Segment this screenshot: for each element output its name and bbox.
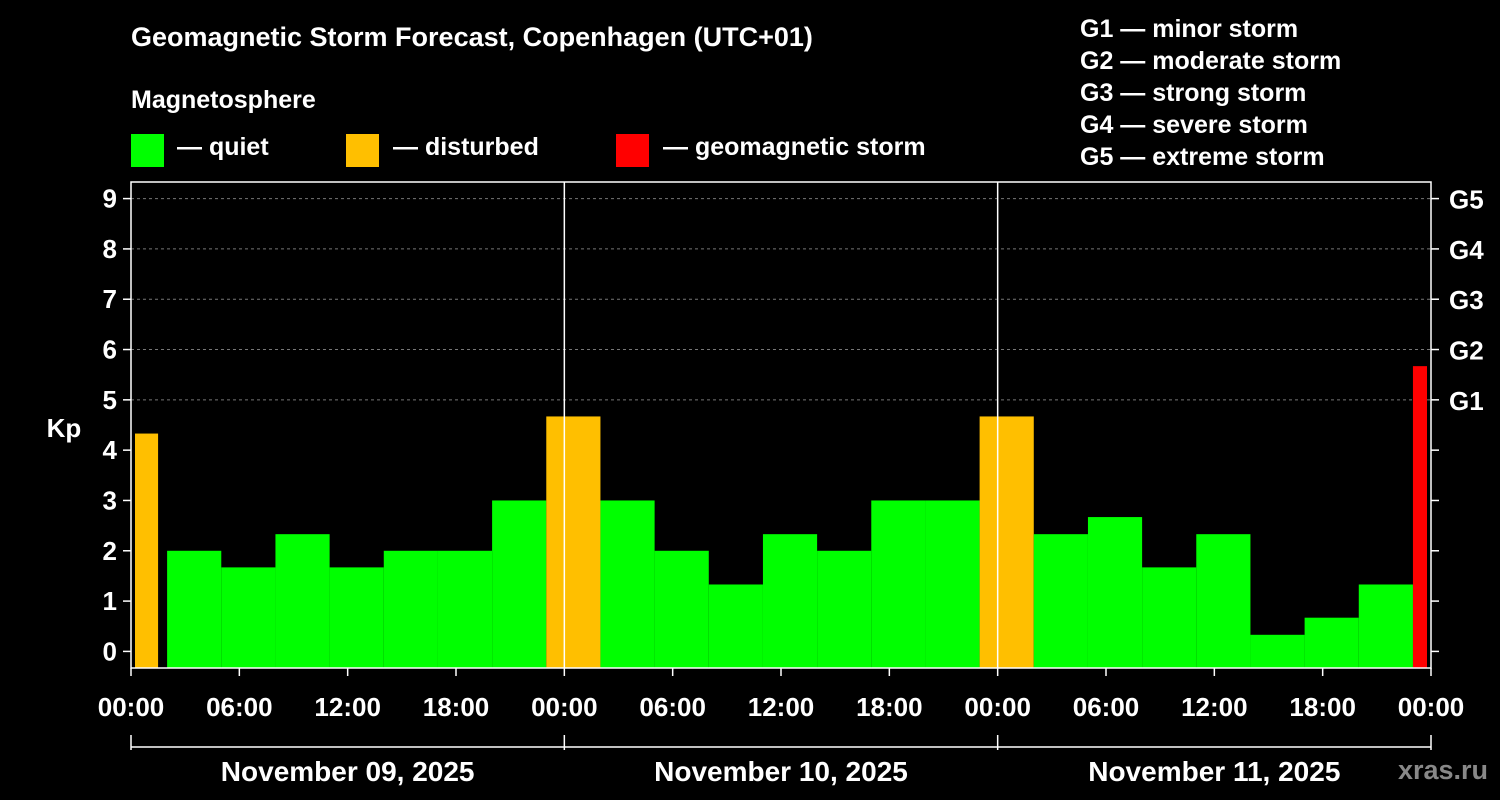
kp-bar-11	[708, 584, 763, 668]
kp-bar-20	[1196, 534, 1251, 668]
y-tick-label: 7	[103, 284, 117, 314]
g-scale-label: G3	[1449, 285, 1484, 315]
storm-scale-g2: G2 — moderate storm	[1080, 47, 1342, 75]
legend-quiet-swatch	[131, 134, 164, 167]
kp-bar-1	[167, 550, 222, 668]
y-tick-label: 4	[103, 435, 118, 465]
legend-storm-swatch	[616, 134, 649, 167]
x-tick-label: 12:00	[748, 692, 815, 722]
kp-bar-5	[383, 550, 438, 668]
g-scale-label: G1	[1449, 386, 1484, 416]
y-tick-label: 6	[103, 335, 117, 365]
x-tick-label: 18:00	[856, 692, 923, 722]
kp-bar-21	[1250, 634, 1305, 668]
kp-bar-2	[221, 567, 276, 668]
x-tick-label: 06:00	[1073, 692, 1140, 722]
kp-bar-18	[1087, 517, 1143, 668]
watermark: xras.ru	[1397, 755, 1488, 785]
date-label: November 09, 2025	[221, 756, 475, 787]
kp-bar-23	[1358, 584, 1413, 668]
kp-bar-16	[979, 416, 1034, 668]
legend-storm-label: — geomagnetic storm	[663, 133, 926, 161]
kp-bar-6	[437, 550, 493, 668]
kp-bar-4	[329, 567, 384, 668]
legend-disturbed-label: — disturbed	[393, 133, 539, 161]
kp-bar-22	[1304, 617, 1359, 668]
chart-title: Geomagnetic Storm Forecast, Copenhagen (…	[131, 22, 813, 52]
kp-bar-13	[817, 550, 872, 668]
x-tick-label: 18:00	[423, 692, 490, 722]
kp-bar-0	[135, 433, 159, 668]
x-tick-label: 00:00	[1398, 692, 1465, 722]
kp-bar-15	[925, 500, 980, 668]
kp-bar-10	[654, 550, 709, 668]
x-tick-label: 00:00	[531, 692, 598, 722]
magnetosphere-heading: Magnetosphere	[131, 86, 316, 114]
kp-bar-7	[492, 500, 547, 668]
x-tick-label: 06:00	[206, 692, 273, 722]
storm-scale-g4: G4 — severe storm	[1080, 111, 1308, 139]
kp-bar-8	[546, 416, 601, 668]
kp-bar-14	[871, 500, 926, 668]
g-scale-label: G5	[1449, 185, 1484, 215]
y-tick-label: 2	[103, 536, 117, 566]
g-scale-label: G4	[1449, 235, 1484, 265]
kp-bar-19	[1142, 567, 1197, 668]
storm-scale-g1: G1 — minor storm	[1080, 15, 1299, 43]
x-tick-label: 00:00	[98, 692, 165, 722]
kp-bar-24	[1412, 366, 1427, 668]
y-tick-label: 1	[103, 586, 117, 616]
x-tick-label: 12:00	[1181, 692, 1248, 722]
y-tick-label: 9	[103, 184, 117, 214]
legend-quiet-label: — quiet	[177, 133, 269, 161]
y-tick-label: 8	[103, 234, 117, 264]
storm-scale-g5: G5 — extreme storm	[1080, 143, 1325, 171]
g-scale-label: G2	[1449, 336, 1484, 366]
y-tick-label: 0	[103, 636, 117, 666]
kp-bar-17	[1033, 534, 1088, 668]
kp-bar-3	[275, 534, 330, 668]
kp-bar-12	[762, 534, 818, 668]
kp-bar-9	[600, 500, 655, 668]
storm-scale-g3: G3 — strong storm	[1080, 79, 1307, 107]
y-tick-label: 3	[103, 485, 117, 515]
date-label: November 10, 2025	[654, 756, 908, 787]
x-tick-label: 06:00	[639, 692, 706, 722]
x-tick-label: 00:00	[964, 692, 1031, 722]
x-tick-label: 18:00	[1289, 692, 1356, 722]
date-label: November 11, 2025	[1088, 756, 1340, 787]
legend-disturbed-swatch	[346, 134, 379, 167]
y-tick-label: 5	[103, 385, 117, 415]
x-tick-label: 12:00	[314, 692, 381, 722]
y-axis-label: Kp	[47, 413, 82, 443]
